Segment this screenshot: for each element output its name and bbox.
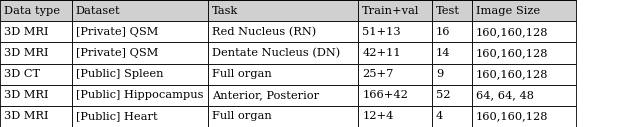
Text: [Private] QSM: [Private] QSM [76,48,158,58]
Bar [208,42,358,64]
Text: [Public] Spleen: [Public] Spleen [76,69,163,79]
Bar [72,85,208,106]
Bar [432,0,472,21]
Bar [472,0,576,21]
Bar [432,21,472,42]
Bar [208,85,358,106]
Text: 3D MRI: 3D MRI [4,48,49,58]
Bar [0,85,72,106]
Bar [472,21,576,42]
Bar [0,42,72,64]
Bar [0,21,72,42]
Text: 9: 9 [436,69,443,79]
Text: 160,160,128: 160,160,128 [476,111,548,121]
Bar [432,64,472,85]
Text: 160,160,128: 160,160,128 [476,27,548,37]
Text: 3D CT: 3D CT [4,69,40,79]
Text: 160,160,128: 160,160,128 [476,48,548,58]
Text: [Public] Hippocampus: [Public] Hippocampus [76,90,204,100]
Bar [72,42,208,64]
Text: 3D MRI: 3D MRI [4,27,49,37]
Bar [208,21,358,42]
Bar [472,64,576,85]
Bar [0,0,72,21]
Bar [0,106,72,127]
Text: Image Size: Image Size [476,6,540,16]
Bar [472,106,576,127]
Bar [208,64,358,85]
Text: 42+11: 42+11 [362,48,401,58]
Text: 52: 52 [436,90,451,100]
Text: Test: Test [436,6,460,16]
Text: 3D MRI: 3D MRI [4,111,49,121]
Bar [358,21,432,42]
Text: Task: Task [212,6,238,16]
Bar [358,106,432,127]
Text: 14: 14 [436,48,451,58]
Bar [358,85,432,106]
Text: [Public] Heart: [Public] Heart [76,111,157,121]
Text: Train+val: Train+val [362,6,420,16]
Text: Full organ: Full organ [212,111,271,121]
Text: 12+4: 12+4 [362,111,394,121]
Bar [72,106,208,127]
Text: 16: 16 [436,27,451,37]
Bar [72,21,208,42]
Bar [472,42,576,64]
Text: Red Nucleus (RN): Red Nucleus (RN) [212,27,316,37]
Text: Anterior, Posterior: Anterior, Posterior [212,90,319,100]
Text: Dataset: Dataset [76,6,120,16]
Bar [432,85,472,106]
Text: 166+42: 166+42 [362,90,408,100]
Bar [0,64,72,85]
Text: 160,160,128: 160,160,128 [476,69,548,79]
Text: 51+13: 51+13 [362,27,401,37]
Bar [432,106,472,127]
Text: [Private] QSM: [Private] QSM [76,27,158,37]
Text: Dentate Nucleus (DN): Dentate Nucleus (DN) [212,48,340,58]
Bar [358,0,432,21]
Bar [72,64,208,85]
Text: 25+7: 25+7 [362,69,394,79]
Text: 4: 4 [436,111,443,121]
Bar [432,42,472,64]
Bar [72,0,208,21]
Text: Full organ: Full organ [212,69,271,79]
Text: 3D MRI: 3D MRI [4,90,49,100]
Bar [358,42,432,64]
Bar [208,0,358,21]
Bar [208,106,358,127]
Bar [472,85,576,106]
Text: 64, 64, 48: 64, 64, 48 [476,90,534,100]
Bar [358,64,432,85]
Text: Data type: Data type [4,6,60,16]
